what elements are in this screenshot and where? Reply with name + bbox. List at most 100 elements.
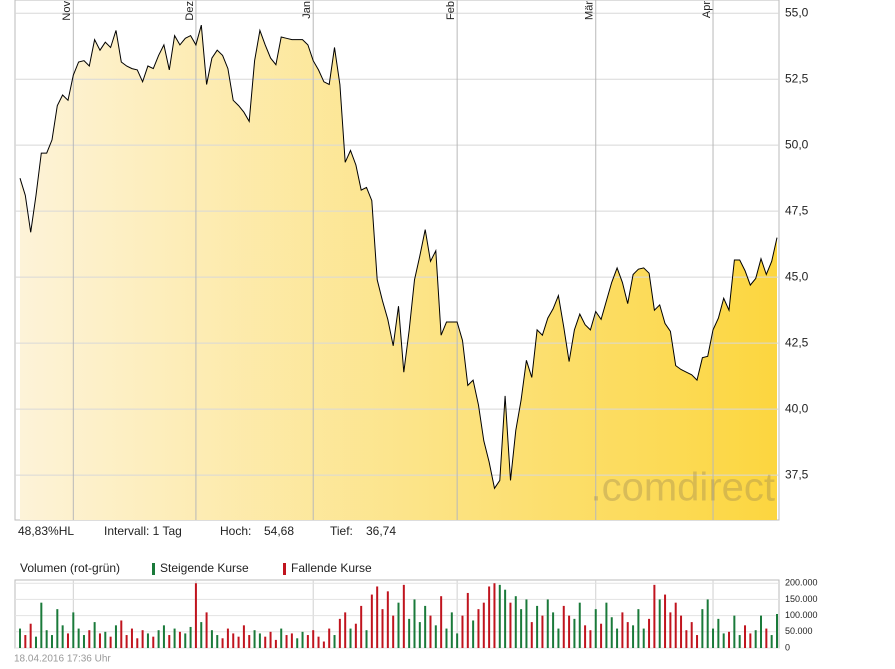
volume-bar [221,638,224,648]
volume-bar [429,615,432,648]
volume-bar [77,628,80,648]
volume-bar [450,612,453,648]
x-tick-label: Nov [61,1,73,21]
volume-bar [290,633,293,648]
volume-bar [504,589,507,648]
stat-low: 36,74 [366,524,396,538]
volume-bar [237,636,240,648]
volume-bar [632,625,635,648]
volume-bar [584,625,587,648]
volume-bar [301,631,304,648]
volume-bar [312,630,315,648]
volume-bar [616,628,619,648]
volume-bar [749,633,752,648]
volume-bar [280,628,283,648]
volume-bar [605,602,608,648]
volume-bar [146,633,149,648]
volume-bar [114,625,117,648]
volume-bar [642,628,645,648]
volume-bar [717,618,720,648]
volume-bar [317,636,320,648]
volume-bar [696,635,699,648]
volume-bar [120,620,123,648]
x-tick-label: Apr [701,1,713,18]
volume-bar [434,625,437,648]
volume-bar [514,596,517,648]
volume-bar [637,609,640,648]
volume-bar [685,630,688,648]
volume-tick-label: 0 [785,642,790,652]
volume-bar [728,631,731,648]
x-tick-label: Jan [301,1,313,19]
volume-bar [328,628,331,648]
volume-tick-label: 150.000 [785,594,818,604]
volume-bar [125,635,128,648]
volume-bar [98,633,101,648]
volume-bar [466,592,469,648]
volume-bar [200,622,203,648]
volume-bar [82,635,85,648]
volume-bar [658,599,661,648]
volume-bar [392,615,395,648]
volume-bar [557,628,560,648]
volume-bar [621,612,624,648]
volume-bar [168,635,171,648]
volume-bar [488,586,491,648]
volume-bar [530,622,533,648]
volume-title: Volumen (rot-grün) [20,561,120,575]
volume-bar [29,623,32,648]
volume-bar [589,630,592,648]
volume-bar [546,599,549,648]
legend-label: Steigende Kurse [160,561,249,575]
volume-bar [274,639,277,648]
volume-bar [19,628,21,648]
volume-bar [712,628,715,648]
x-tick-label: Mär [584,1,596,20]
timestamp: 18.04.2016 17:36 Uhr [14,654,111,665]
volume-bar [536,605,539,648]
volume-bar [402,584,405,648]
volume-bar [157,630,160,648]
volume-bar [653,584,656,648]
x-tick-label: Feb [445,1,457,20]
volume-bar [370,594,373,648]
volume-bar [354,623,357,648]
volume-bar [253,630,256,648]
volume-tick-label: 200.000 [785,578,818,588]
volume-bar [562,605,565,648]
volume-bar [152,636,155,648]
volume-bar [173,628,176,648]
volume-bar [600,623,603,648]
volume-bar [184,633,187,648]
volume-bar [482,602,485,648]
volume-bar [360,605,363,648]
volume-bar [258,633,261,648]
stat-low-label: Tief: [330,524,353,538]
volume-bar [573,618,576,648]
y-tick-label: 40,0 [785,401,809,415]
volume-bar [770,635,773,648]
volume-bar [130,628,133,648]
volume-bar [72,612,75,648]
volume-bar [40,602,43,648]
volume-bar [594,609,597,648]
volume-bar [322,641,325,648]
volume-bar [765,628,768,648]
volume-bar [216,635,219,648]
volume-bar [669,612,672,648]
volume-bar [456,633,459,648]
volume-bar [477,609,480,648]
volume-bar [162,625,165,648]
volume-bar [744,625,747,648]
volume-bar [109,636,112,648]
volume-bar [610,617,613,648]
volume-bar [776,614,778,648]
volume-bar [738,635,741,648]
price-area [20,25,777,520]
volume-bar [498,584,501,648]
volume-bar [674,602,677,648]
volume-bar [386,591,389,648]
volume-bar [408,618,411,648]
volume-bar [413,599,416,648]
volume-bar [50,635,53,648]
